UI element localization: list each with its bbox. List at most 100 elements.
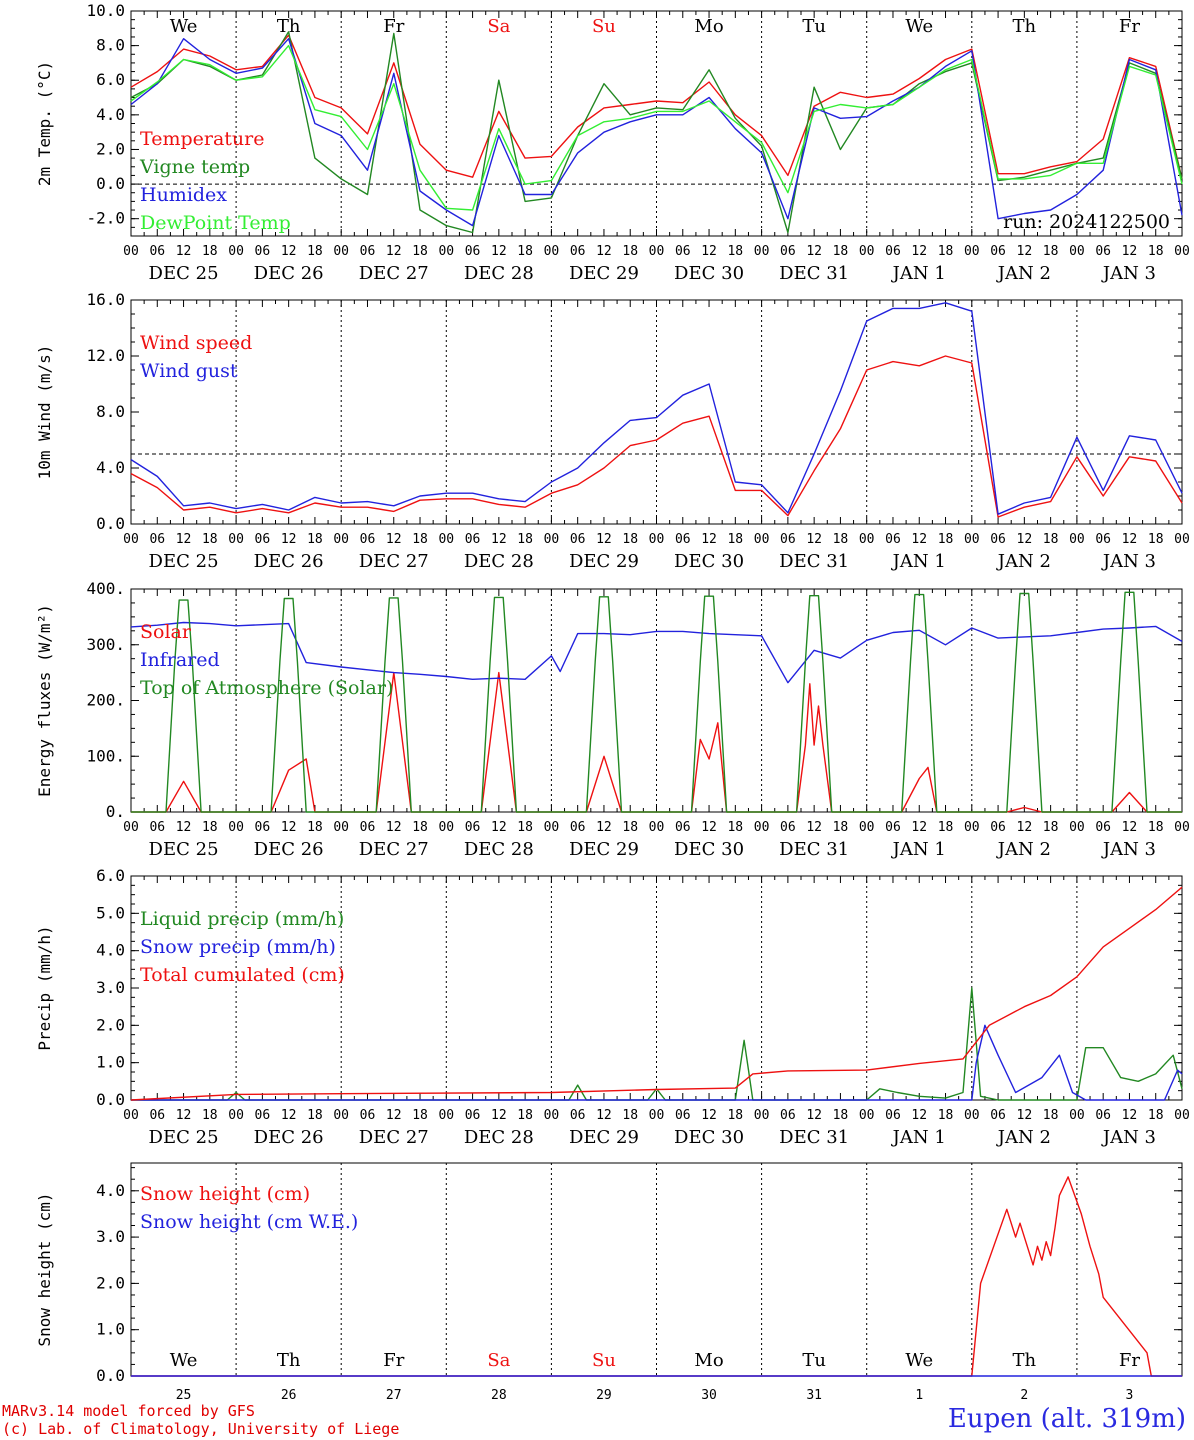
- y-tick-label: 8.0: [96, 402, 125, 421]
- hour-tick-label: 00: [859, 532, 875, 547]
- hour-tick-label: 18: [202, 1108, 218, 1123]
- hour-tick-label: 06: [570, 1108, 586, 1123]
- hour-tick-label: 12: [911, 820, 927, 835]
- hour-tick-label: 18: [622, 1108, 638, 1123]
- hour-tick-label: 00: [1174, 532, 1190, 547]
- hour-tick-label: 06: [465, 1108, 481, 1123]
- y-tick-label: 12.0: [86, 346, 125, 365]
- hour-tick-label: 00: [228, 1108, 244, 1123]
- hour-tick-label: 06: [1095, 820, 1111, 835]
- hour-tick-label: 00: [228, 244, 244, 259]
- hour-tick-label: 12: [806, 820, 822, 835]
- date-label: DEC 25: [149, 1127, 219, 1148]
- hour-tick-label: 12: [596, 244, 612, 259]
- series-line-top-of-atmosphere-solar-: [131, 591, 1182, 813]
- hour-tick-label: 06: [255, 532, 271, 547]
- hour-tick-label: 18: [412, 1108, 428, 1123]
- hour-tick-label: 06: [465, 532, 481, 547]
- y-axis-label: Snow height (cm): [35, 1192, 54, 1346]
- hour-tick-label: 00: [754, 820, 770, 835]
- hour-tick-label: 06: [360, 532, 376, 547]
- day-abbr-label: Th: [1013, 1350, 1037, 1371]
- hour-tick-label: 00: [228, 532, 244, 547]
- legend-entry: Temperature: [140, 128, 264, 150]
- series-line-liquid-precip-mm-h-: [131, 987, 1183, 1101]
- station-label: Eupen (alt. 319m): [947, 1404, 1186, 1434]
- hour-tick-label: 12: [386, 532, 402, 547]
- hour-tick-label: 12: [281, 244, 297, 259]
- y-tick-label: 2.0: [96, 1273, 125, 1292]
- y-tick-label: 0.0: [96, 1090, 125, 1109]
- hour-tick-label: 12: [596, 532, 612, 547]
- y-axis-label: Precip (mm/h): [35, 925, 54, 1050]
- hour-tick-label: 00: [544, 820, 560, 835]
- hour-tick-label: 00: [123, 820, 139, 835]
- hour-tick-label: 12: [806, 532, 822, 547]
- date-label: DEC 26: [254, 1127, 324, 1148]
- hour-tick-label: 18: [622, 532, 638, 547]
- hour-tick-label: 18: [727, 244, 743, 259]
- hour-tick-label: 18: [1043, 820, 1059, 835]
- hour-tick-label: 18: [938, 244, 954, 259]
- hour-tick-label: 18: [307, 820, 323, 835]
- date-label: JAN 1: [891, 839, 946, 860]
- hour-tick-label: 18: [412, 532, 428, 547]
- date-label: DEC 27: [359, 1127, 429, 1148]
- day-number-label: 25: [176, 1388, 192, 1400]
- legend-entry: Wind speed: [140, 332, 252, 354]
- day-number-label: 1: [915, 1388, 923, 1400]
- hour-tick-label: 00: [964, 820, 980, 835]
- hour-tick-label: 06: [465, 820, 481, 835]
- hour-tick-label: 18: [622, 820, 638, 835]
- hour-tick-label: 06: [149, 1108, 165, 1123]
- date-label: JAN 2: [996, 263, 1051, 284]
- hour-tick-label: 12: [1017, 1108, 1033, 1123]
- hour-tick-label: 00: [1174, 820, 1190, 835]
- hour-tick-label: 12: [386, 1108, 402, 1123]
- hour-tick-label: 12: [701, 244, 717, 259]
- day-abbr-label: Th: [277, 1350, 301, 1371]
- hour-tick-label: 18: [622, 244, 638, 259]
- hour-tick-label: 06: [570, 820, 586, 835]
- hour-tick-label: 12: [596, 820, 612, 835]
- hour-tick-label: 12: [1122, 532, 1138, 547]
- day-number-label: 29: [596, 1388, 612, 1400]
- y-tick-label: 3.0: [96, 1227, 125, 1246]
- hour-tick-label: 00: [438, 244, 454, 259]
- hour-tick-label: 00: [333, 244, 349, 259]
- series-line-snow-height-cm-: [131, 1176, 1182, 1377]
- date-label: DEC 27: [359, 839, 429, 860]
- hour-tick-label: 12: [386, 244, 402, 259]
- panel-1: [130, 10, 1183, 237]
- legend-entry: Vigne temp: [139, 156, 250, 178]
- y-tick-label: 10.0: [86, 1, 125, 20]
- y-tick-label: 6.0: [96, 866, 125, 885]
- legend-entry: Snow height (cm): [140, 1183, 310, 1205]
- hour-tick-label: 06: [360, 820, 376, 835]
- series-line-wind-speed: [130, 355, 1183, 518]
- date-label: DEC 29: [569, 551, 639, 572]
- y-tick-label: 4.0: [96, 941, 125, 960]
- hour-tick-label: 12: [176, 532, 192, 547]
- series-line-dewpoint-temp: [130, 44, 1183, 211]
- date-label: DEC 28: [464, 551, 534, 572]
- hour-tick-label: 00: [859, 1108, 875, 1123]
- hour-tick-label: 00: [438, 1108, 454, 1123]
- legend-entry: Solar: [140, 621, 192, 643]
- hour-tick-label: 00: [754, 1108, 770, 1123]
- hour-tick-label: 06: [255, 244, 271, 259]
- hour-tick-label: 12: [911, 1108, 927, 1123]
- y-tick-label: 1.0: [96, 1320, 125, 1339]
- hour-tick-label: 18: [1148, 820, 1164, 835]
- date-label: DEC 26: [254, 263, 324, 284]
- hour-tick-label: 12: [911, 532, 927, 547]
- hour-tick-label: 06: [780, 244, 796, 259]
- hour-tick-label: 00: [964, 244, 980, 259]
- hour-tick-label: 18: [1148, 532, 1164, 547]
- hour-tick-label: 00: [964, 532, 980, 547]
- day-abbr-label: Fr: [1119, 16, 1140, 37]
- legend-entry: Liquid precip (mm/h): [140, 908, 344, 930]
- hour-tick-label: 00: [649, 244, 665, 259]
- y-tick-label: 100.: [86, 746, 125, 765]
- hour-tick-label: 00: [123, 244, 139, 259]
